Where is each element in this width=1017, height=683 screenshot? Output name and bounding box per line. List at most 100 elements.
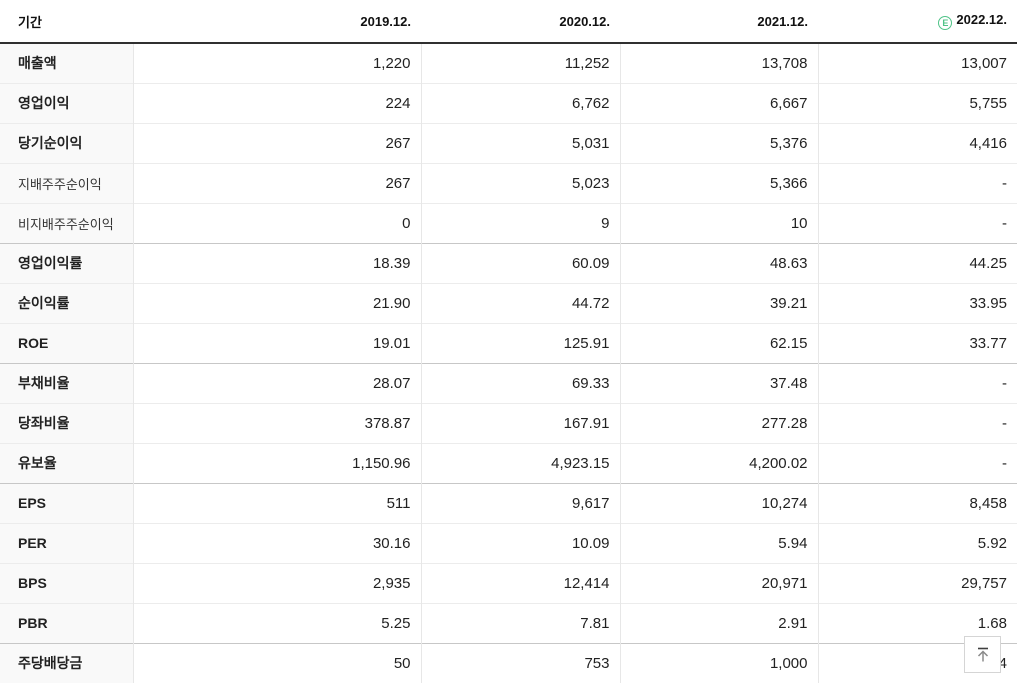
row-label: 당좌비율 — [0, 402, 134, 443]
row-label: 매출액 — [0, 42, 134, 83]
row-label: PER — [0, 522, 134, 563]
value-cell: 6,762 — [420, 82, 620, 123]
value-cell: 753 — [420, 642, 620, 683]
table-row: 유보율 1,150.96 4,923.15 4,200.02- — [0, 442, 1017, 483]
value-cell: 50 — [133, 642, 421, 683]
value-cell: 13,007 — [817, 42, 1017, 83]
value-cell: 4,416 — [817, 122, 1017, 163]
table-header: 기간 2019.12. 2020.12. 2021.12. E 2022.12. — [0, 0, 1017, 44]
value-cell: 62.15 — [619, 322, 818, 363]
value-cell: 9,617 — [420, 482, 620, 523]
value-cell: 19.01 — [133, 322, 421, 363]
value-cell: 12,414 — [420, 562, 620, 603]
year-label: 2022.12. — [956, 12, 1007, 27]
value-cell: 2,935 — [133, 562, 421, 603]
row-label: 순이익률 — [0, 282, 134, 323]
value-cell: 511 — [133, 482, 421, 523]
value-cell: 21.90 — [133, 282, 421, 323]
value-cell: 29,757 — [817, 562, 1017, 603]
value-cell: 10,274 — [619, 482, 818, 523]
value-cell: 8,458 — [817, 482, 1017, 523]
value-cell: 5.25 — [133, 602, 421, 643]
value-cell: 5,031 — [420, 122, 620, 163]
year-column-header: 2019.12. — [133, 0, 421, 44]
value-cell: 48.63 — [619, 242, 818, 283]
arrow-up-to-top-icon — [974, 646, 992, 664]
value-cell: 33.95 — [817, 282, 1017, 323]
value-cell: 267 — [133, 162, 421, 203]
value-cell: 30.16 — [133, 522, 421, 563]
row-label: ROE — [0, 322, 134, 363]
value-cell: 1,000 — [619, 642, 818, 683]
value-cell: 11,252 — [420, 42, 620, 83]
value-cell: - — [817, 442, 1017, 483]
header-row: 기간 2019.12. 2020.12. 2021.12. E 2022.12. — [0, 0, 1017, 44]
value-cell: 224 — [133, 82, 421, 123]
value-cell: 10.09 — [420, 522, 620, 563]
value-cell: 378.87 — [133, 402, 421, 443]
value-cell: 2.91 — [619, 602, 818, 643]
value-cell: - — [817, 162, 1017, 203]
row-label: PBR — [0, 602, 134, 643]
table-row: 영업이익 224 6,762 6,667 5,755 — [0, 82, 1017, 123]
value-cell: 1,150.96 — [133, 442, 421, 483]
value-cell: 5,366 — [619, 162, 818, 203]
year-label: 2019.12. — [360, 13, 411, 29]
year-label: 2020.12. — [559, 13, 610, 29]
value-cell: 37.48 — [619, 362, 818, 403]
row-label: 영업이익 — [0, 82, 134, 123]
year-column-header: 2021.12. — [620, 0, 818, 44]
value-cell: 28.07 — [133, 362, 421, 403]
value-cell: 267 — [133, 122, 421, 163]
row-label: 비지배주주순이익 — [0, 202, 134, 243]
table-row: 지배주주순이익 267 5,023 5,366- — [0, 162, 1017, 203]
value-cell: 5.92 — [817, 522, 1017, 563]
value-cell: - — [817, 202, 1017, 243]
table-row: PER 30.16 10.09 5.94 5.92 — [0, 522, 1017, 563]
table-row: 영업이익률 18.39 60.09 48.63 44.25 — [0, 242, 1017, 283]
value-cell: 167.91 — [420, 402, 620, 443]
value-cell: - — [817, 402, 1017, 443]
value-cell: 60.09 — [420, 242, 620, 283]
value-cell: 5,755 — [817, 82, 1017, 123]
value-cell: 69.33 — [420, 362, 620, 403]
value-cell: 9 — [420, 202, 620, 243]
table-row: BPS 2,935 12,414 20,971 29,757 — [0, 562, 1017, 603]
financial-table-body: 매출액 1,220 11,252 13,708 13,007 영업이익 224 6,762 6,… — [0, 42, 1017, 683]
table-row: 매출액 1,220 11,252 13,708 13,007 — [0, 42, 1017, 83]
row-label: 당기순이익 — [0, 122, 134, 163]
value-cell: - — [817, 362, 1017, 403]
value-cell: 39.21 — [619, 282, 818, 323]
value-cell: 4,923.15 — [420, 442, 620, 483]
value-cell: 13,708 — [619, 42, 818, 83]
row-label: 지배주주순이익 — [0, 162, 134, 203]
value-cell: 4 — [817, 642, 1017, 683]
table-row: 당좌비율 378.87 167.91 277.28- — [0, 402, 1017, 443]
value-cell: 10 — [619, 202, 818, 243]
table-row: 당기순이익 267 5,031 5,376 4,416 — [0, 122, 1017, 163]
value-cell: 277.28 — [619, 402, 818, 443]
table-row: PBR 5.25 7.81 2.91 1.68 — [0, 602, 1017, 643]
table-row: ROE 19.01 125.91 62.15 33.77 — [0, 322, 1017, 363]
value-cell: 33.77 — [817, 322, 1017, 363]
value-cell: 44.72 — [420, 282, 620, 323]
year-label: 2021.12. — [757, 13, 808, 29]
row-label: 주당배당금 — [0, 642, 134, 683]
value-cell: 0 — [133, 202, 421, 243]
period-header-label: 기간 — [0, 0, 133, 44]
table-row: 주당배당금 50 753 1,000 4 — [0, 642, 1017, 683]
value-cell: 5.94 — [619, 522, 818, 563]
year-column-header: 2020.12. — [421, 0, 620, 44]
value-cell: 18.39 — [133, 242, 421, 283]
table-row: 비지배주주순이익 0 9 10- — [0, 202, 1017, 243]
scroll-to-top-button[interactable] — [964, 636, 1001, 673]
value-cell: 5,376 — [619, 122, 818, 163]
table-row: 부채비율 28.07 69.33 37.48- — [0, 362, 1017, 403]
value-cell: 5,023 — [420, 162, 620, 203]
value-cell: 44.25 — [817, 242, 1017, 283]
row-label: BPS — [0, 562, 134, 603]
table-row: 순이익률 21.90 44.72 39.21 33.95 — [0, 282, 1017, 323]
row-label: EPS — [0, 482, 134, 523]
value-cell: 7.81 — [420, 602, 620, 643]
